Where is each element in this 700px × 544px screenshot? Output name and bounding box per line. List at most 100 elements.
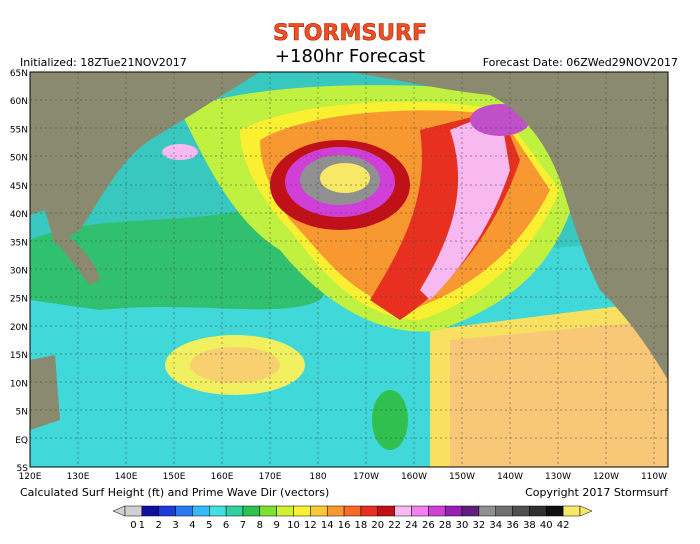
colorbar-cell	[225, 505, 244, 517]
swell-zone	[162, 144, 198, 160]
lat-label: 30N	[10, 267, 28, 277]
colorbar-cell	[495, 505, 513, 517]
colorbar-label: 0	[130, 520, 136, 531]
lat-label: 5S	[17, 464, 29, 474]
lon-label: 120W	[593, 472, 619, 482]
colorbar-cell	[360, 505, 379, 517]
colorbar-cell	[141, 505, 159, 517]
colorbar-cell	[175, 505, 193, 517]
lat-label: 60N	[10, 97, 28, 107]
lat-label: 50N	[10, 154, 28, 164]
colorbar-end	[579, 505, 593, 517]
colorbar-label: 34	[489, 520, 502, 531]
colorbar-cell	[158, 505, 176, 517]
colorbar: 0 1 2 3 4 5 6 7 8 9 10 12 14 16 18 20 22 24 26 28 30 32 34 36 38…	[112, 505, 593, 531]
land-islands	[30, 355, 60, 430]
colorbar-label: 38	[523, 520, 536, 531]
land-america	[350, 72, 668, 380]
initialized: Initialized: 18ZTue21NOV2017	[20, 56, 187, 69]
colorbar-label: 14	[321, 520, 334, 531]
lon-label: 110W	[641, 472, 667, 482]
colorbar-cell	[529, 505, 547, 517]
colorbar-label: 5	[206, 520, 212, 531]
colorbar-cell	[411, 505, 429, 517]
lat-label: EQ	[15, 436, 28, 446]
colorbar-cell	[428, 505, 446, 517]
storm-center	[320, 163, 370, 193]
lon-label: 140E	[115, 472, 138, 482]
lon-label: 170E	[259, 472, 282, 482]
lat-label: 40N	[10, 210, 28, 220]
colorbar-label: 28	[439, 520, 452, 531]
swell-zone	[420, 110, 510, 300]
lat-label: 20N	[10, 323, 28, 333]
lat-label: 55N	[10, 125, 28, 135]
colorbar-label: 3	[172, 520, 178, 531]
colorbar-cell	[124, 505, 143, 517]
map-frame	[29, 71, 669, 468]
lat-label: 65N	[10, 69, 28, 79]
forecast-date: Forecast Date: 06ZWed29NOV2017	[483, 56, 678, 69]
colorbar-cell	[326, 505, 345, 517]
colorbar-label: 4	[189, 520, 195, 531]
colorbar-cell	[512, 505, 530, 517]
colorbar-label: 24	[405, 520, 418, 531]
lon-label: 160W	[401, 472, 427, 482]
colorbar-label: 6	[223, 520, 229, 531]
colorbar-label: 36	[506, 520, 519, 531]
colorbar-label: 10	[287, 520, 300, 531]
colorbar-cell	[242, 505, 261, 517]
colorbar-cell	[343, 505, 362, 517]
lat-label: 35N	[10, 238, 28, 248]
lat-label: 15N	[10, 351, 28, 361]
colorbar-label: 9	[273, 520, 279, 531]
colorbar-cell	[478, 505, 496, 517]
lat-label: 25N	[10, 295, 28, 305]
colorbar-label: 20	[371, 520, 384, 531]
land-asia	[30, 72, 260, 245]
lat-label: 5N	[16, 408, 28, 418]
colorbar-cell	[192, 505, 210, 517]
colorbar-cell	[209, 505, 227, 517]
colorbar-end	[112, 505, 126, 517]
colorbar-cell	[276, 505, 294, 517]
colorbar-label: 16	[338, 520, 351, 531]
land-japan	[55, 230, 100, 285]
lon-label: 160E	[211, 472, 234, 482]
lat-label: 10N	[10, 379, 28, 389]
lon-label: 170W	[353, 472, 379, 482]
colorbar-label: 8	[257, 520, 263, 531]
colorbar-label: 1	[139, 520, 145, 531]
colorbar-cell	[310, 505, 328, 517]
colorbar-label: 22	[388, 520, 401, 531]
colorbar-cell	[444, 505, 463, 517]
colorbar-label: 26	[422, 520, 435, 531]
swell-zone	[450, 320, 668, 467]
colorbar-label: 32	[473, 520, 486, 531]
lon-label: 150E	[163, 472, 186, 482]
colorbar-label: 40	[540, 520, 553, 531]
lon-label: 120E	[19, 472, 42, 482]
colorbar-cell	[461, 505, 480, 517]
lon-label: 130E	[67, 472, 90, 482]
colorbar-label: 18	[355, 520, 368, 531]
colorbar-cell	[293, 505, 311, 517]
swell-zone	[190, 347, 280, 383]
colorbar-label: 42	[557, 520, 570, 531]
colorbar-cell	[377, 505, 395, 517]
colorbar-label: 7	[240, 520, 246, 531]
colorbar-cell	[259, 505, 277, 517]
caption: Calculated Surf Height (ft) and Prime Wa…	[20, 486, 329, 499]
lon-label: 150W	[449, 472, 475, 482]
copyright: Copyright 2017 Stormsurf	[525, 486, 669, 499]
colorbar-label: 30	[456, 520, 469, 531]
colorbar-cell	[546, 505, 564, 517]
colorbar-cell	[394, 505, 412, 517]
colorbar-label: 2	[156, 520, 162, 531]
colorbar-label: 12	[304, 520, 317, 531]
title: +180hr Forecast	[275, 46, 425, 67]
lon-label: 180	[309, 472, 326, 482]
logo: STORMSURF	[273, 21, 427, 46]
swell-zone	[372, 390, 408, 450]
